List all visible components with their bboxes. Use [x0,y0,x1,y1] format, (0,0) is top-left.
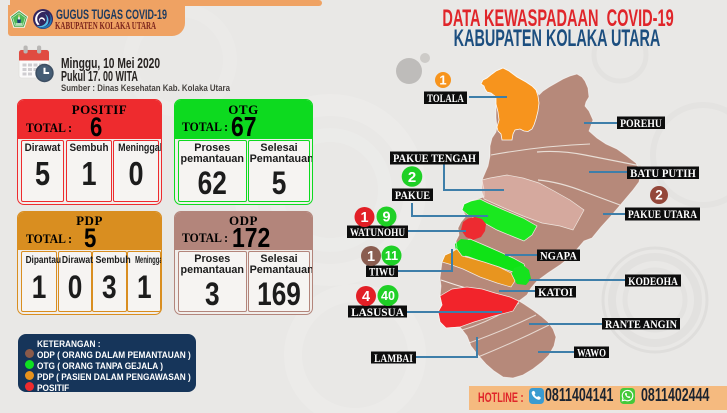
svg-text:POREHU: POREHU [620,117,662,130]
svg-text:1: 1 [360,210,368,226]
svg-text:1: 1 [439,73,446,88]
svg-text:40: 40 [381,289,395,303]
svg-text:LASUSUA: LASUSUA [351,306,404,319]
svg-text:PAKUE UTARA: PAKUE UTARA [628,208,697,221]
svg-text:PAKUE TENGAH: PAKUE TENGAH [393,153,476,166]
svg-text:KODEOHA: KODEOHA [628,275,678,288]
svg-text:TIWU: TIWU [369,266,395,278]
svg-text:4: 4 [362,289,370,305]
svg-text:WAWO: WAWO [577,347,606,359]
svg-text:2: 2 [655,188,663,203]
svg-text:RANTE ANGIN: RANTE ANGIN [605,318,677,331]
svg-text:WATUNOHU: WATUNOHU [350,227,405,239]
svg-text:NGAPA: NGAPA [540,250,578,263]
svg-text:BATU PUTIH: BATU PUTIH [630,167,696,180]
svg-text:9: 9 [382,210,390,226]
svg-text:LAMBAI: LAMBAI [374,352,413,365]
svg-text:2: 2 [408,169,416,186]
svg-text:PAKUE: PAKUE [395,189,430,202]
svg-text:11: 11 [385,249,398,263]
svg-text:KATOI: KATOI [538,286,573,299]
svg-text:1: 1 [367,249,375,265]
svg-text:TOLALA: TOLALA [427,93,464,106]
